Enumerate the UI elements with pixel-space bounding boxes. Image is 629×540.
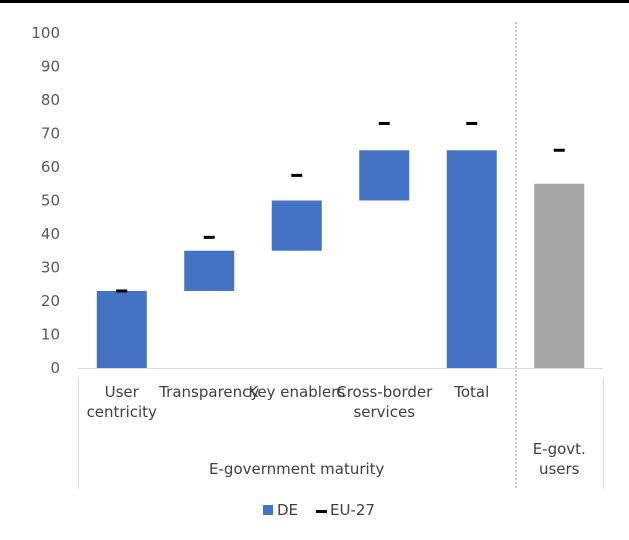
- y-tick-label: 0: [50, 359, 60, 377]
- bar-de: [271, 200, 322, 251]
- legend: DE EU-27: [263, 501, 375, 519]
- x-category-label: Key enablers: [248, 383, 345, 401]
- legend-swatch-de: [263, 505, 273, 515]
- bar-de: [96, 290, 147, 368]
- y-tick-label: 70: [41, 125, 60, 143]
- y-tick-label: 90: [41, 58, 60, 76]
- x-category-label: Transparency: [158, 383, 259, 401]
- marker-eu27: [553, 148, 565, 152]
- legend-label-de: DE: [277, 501, 298, 519]
- y-tick-label: 50: [41, 192, 60, 210]
- bar-de: [446, 150, 497, 368]
- y-tick-label: 20: [41, 292, 60, 310]
- marker-eu27: [203, 235, 215, 239]
- marker-eu27: [466, 121, 478, 125]
- y-tick-label: 100: [31, 24, 60, 42]
- group-label-users: E-govt.: [533, 440, 586, 458]
- marker-eu27: [291, 173, 303, 177]
- bar-de: [534, 183, 585, 368]
- top-rule: [0, 0, 629, 3]
- y-tick-label: 10: [41, 326, 60, 344]
- bar-de: [359, 150, 410, 201]
- markers: [116, 121, 565, 293]
- group-label-users: users: [539, 460, 580, 478]
- marker-eu27: [378, 121, 390, 125]
- bars: [96, 150, 585, 368]
- legend-swatch-eu27: [316, 510, 327, 513]
- bar-de: [184, 250, 235, 291]
- x-category-label: Cross-border: [336, 383, 433, 401]
- x-category-label: Total: [453, 383, 489, 401]
- y-tick-label: 60: [41, 158, 60, 176]
- legend-label-eu27: EU-27: [330, 501, 375, 519]
- y-tick-label: 80: [41, 91, 60, 109]
- y-axis: 0 10 20 30 40 50 60 70 80 90 100: [31, 24, 60, 377]
- y-tick-label: 40: [41, 225, 60, 243]
- marker-eu27: [116, 289, 128, 293]
- x-category-label: User: [105, 383, 140, 401]
- group-label-maturity: E-government maturity: [209, 460, 385, 478]
- y-tick-label: 30: [41, 259, 60, 277]
- x-category-label: centricity: [87, 403, 157, 421]
- x-category-label: services: [353, 403, 415, 421]
